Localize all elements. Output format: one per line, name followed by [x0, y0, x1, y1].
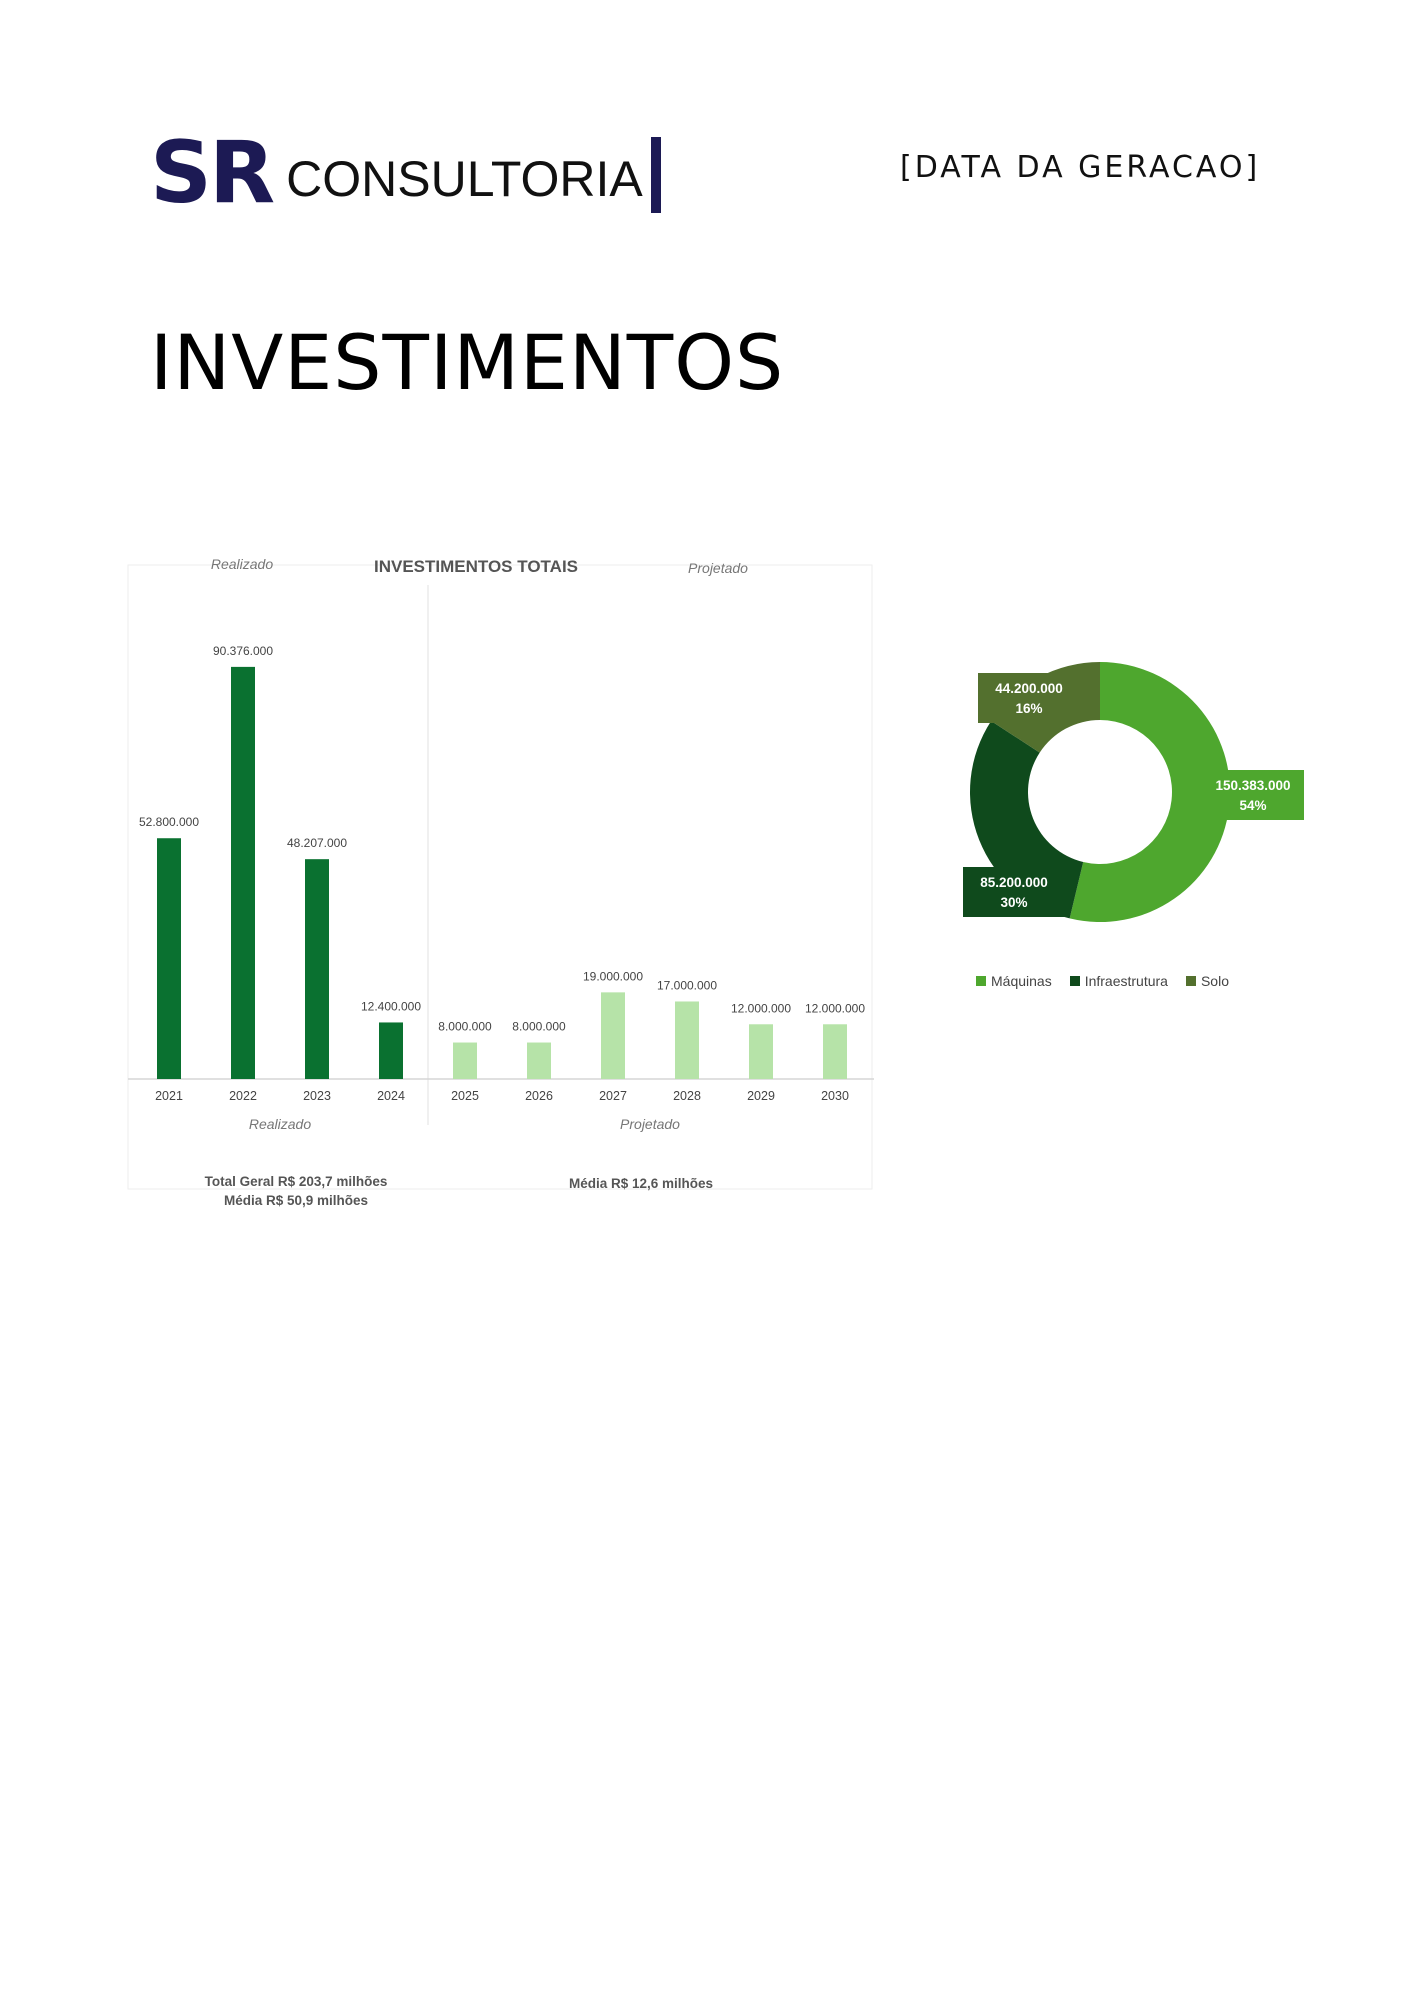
bar-value-label-2028: 17.000.000 [657, 978, 717, 992]
bar-value-label-2024: 12.400.000 [361, 999, 421, 1013]
donut-label-box-infraestrutura [963, 867, 1065, 917]
investment-breakdown-donut-chart: 150.383.000 54% 85.200.000 30% 44.200.000 16% [963, 662, 1304, 922]
bar-2021 [157, 838, 181, 1079]
bar-2022 [231, 666, 255, 1079]
x-tick-label-2024: 2024 [377, 1089, 405, 1103]
donut-slice-máquinas [1069, 662, 1230, 922]
page-title: INVESTIMENTOS [150, 318, 785, 407]
bar-2023 [305, 859, 329, 1079]
bar-2027 [601, 992, 625, 1079]
bar-2030 [823, 1024, 847, 1079]
bar-value-label-2030: 12.000.000 [805, 1001, 865, 1015]
donut-legend: Máquinas Infraestrutura Solo [976, 973, 1229, 989]
donut-value-label-máquinas: 150.383.000 [1215, 778, 1290, 793]
x-tick-label-2028: 2028 [673, 1089, 701, 1103]
bar-2028 [675, 1001, 699, 1079]
generation-date: [DATA DA GERACAO] [900, 150, 1261, 185]
group-label-projetado-top: Projetado [688, 560, 748, 576]
legend-swatch-icon [976, 976, 986, 986]
logo-initials: SR [150, 123, 275, 223]
donut-percent-label-infraestrutura: 30% [1000, 895, 1027, 910]
bar-value-label-2021: 52.800.000 [139, 815, 199, 829]
summary-realizado-line-0: Total Geral R$ 203,7 milhões [205, 1174, 388, 1189]
donut-percent-label-máquinas: 54% [1239, 798, 1266, 813]
investimentos-totais-bar-chart: INVESTIMENTOS TOTAIS Realizado Projetado Re… [127, 556, 874, 1208]
legend-label: Máquinas [991, 973, 1052, 989]
legend-item-infraestrutura: Infraestrutura [1069, 973, 1168, 989]
legend-item-maquinas: Máquinas [976, 973, 1052, 989]
group-label-projetado-bottom: Projetado [620, 1116, 680, 1132]
bar-value-label-2027: 19.000.000 [583, 969, 643, 983]
bar-2024 [379, 1022, 403, 1079]
bar-2029 [749, 1024, 773, 1079]
donut-label-box-solo [978, 673, 1080, 723]
summary-projetado-line-0: Média R$ 12,6 milhões [569, 1176, 713, 1191]
x-tick-label-2021: 2021 [155, 1089, 183, 1103]
donut-label-box-máquinas [1202, 770, 1304, 820]
bar-value-label-2023: 48.207.000 [287, 836, 347, 850]
bar-2026 [527, 1042, 551, 1079]
legend-item-solo: Solo [1185, 973, 1229, 989]
donut-percent-label-solo: 16% [1015, 701, 1042, 716]
bar-value-label-2025: 8.000.000 [438, 1020, 492, 1034]
legend-label: Solo [1200, 973, 1229, 989]
x-tick-label-2029: 2029 [747, 1089, 775, 1103]
group-label-realizado-bottom: Realizado [249, 1116, 311, 1132]
group-label-realizado-top: Realizado [211, 556, 273, 572]
x-tick-label-2027: 2027 [599, 1089, 627, 1103]
bar-value-label-2029: 12.000.000 [731, 1001, 791, 1015]
legend-swatch-icon [1185, 976, 1196, 986]
summary-realizado-line-1: Média R$ 50,9 milhões [224, 1193, 368, 1208]
bar-value-label-2022: 90.376.000 [213, 644, 273, 658]
x-tick-label-2030: 2030 [821, 1089, 849, 1103]
donut-value-label-infraestrutura: 85.200.000 [980, 875, 1048, 890]
legend-label: Infraestrutura [1084, 973, 1168, 989]
x-tick-label-2022: 2022 [229, 1089, 257, 1103]
company-logo: SR CONSULTORIA [150, 128, 661, 218]
bar-2025 [453, 1042, 477, 1079]
x-tick-label-2026: 2026 [525, 1089, 553, 1103]
legend-swatch-icon [1069, 976, 1080, 986]
x-tick-label-2025: 2025 [451, 1089, 479, 1103]
logo-wordmark: CONSULTORIA [286, 151, 643, 207]
chart-frame [127, 564, 873, 1190]
donut-value-label-solo: 44.200.000 [995, 681, 1063, 696]
chart-title: INVESTIMENTOS TOTAIS [374, 557, 578, 576]
x-tick-label-2023: 2023 [303, 1089, 331, 1103]
logo-bar-icon [650, 137, 661, 213]
bar-value-label-2026: 8.000.000 [512, 1020, 566, 1034]
